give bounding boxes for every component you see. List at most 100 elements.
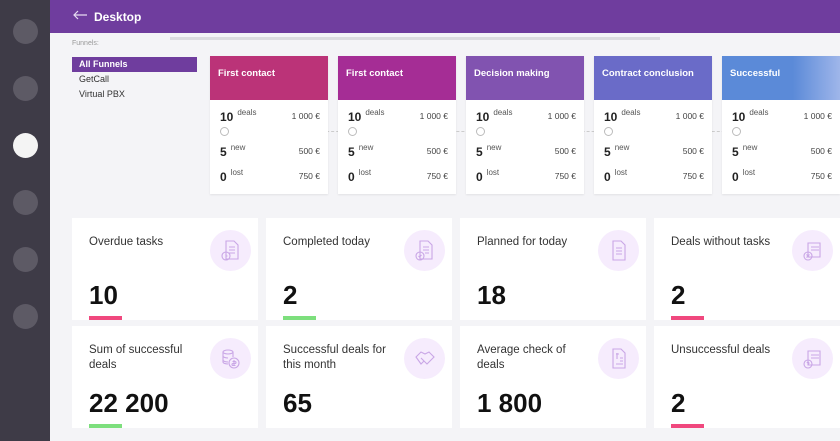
lost-count: 0 <box>732 170 739 184</box>
stat-card[interactable]: Deals without tasks 2 <box>654 218 840 320</box>
stage-new-row: 5 new 500 € <box>732 143 832 159</box>
new-label: new <box>358 143 374 152</box>
new-label: new <box>486 143 502 152</box>
stat-indicator-bar <box>89 316 122 320</box>
new-label: new <box>230 143 246 152</box>
new-amount: 500 € <box>810 146 832 156</box>
deals-amount: 1 000 € <box>675 111 704 121</box>
funnel-stage-card[interactable]: First contact 10 deals 1 000 € 5 new 500 € 0… <box>338 56 456 194</box>
sidebar <box>0 0 50 441</box>
funnel-stage-card[interactable]: Successful 10 deals 1 000 € 5 new 500 € 0 los… <box>722 56 840 194</box>
horizontal-scrollbar[interactable] <box>170 37 660 40</box>
deals-label: deals <box>237 108 257 117</box>
stat-card[interactable]: Completed today 2 <box>266 218 452 320</box>
lost-label: lost <box>742 168 756 177</box>
new-label: new <box>742 143 758 152</box>
stage-marker-circle <box>220 127 229 136</box>
stat-card[interactable]: Successful deals for this month 65 <box>266 326 452 428</box>
stage-lost-row: 0 lost 750 € <box>220 168 320 184</box>
stat-value: 10 <box>89 280 118 310</box>
deals-label: deals <box>621 108 641 117</box>
lost-count: 0 <box>348 170 355 184</box>
stat-label: Successful deals for this month <box>283 344 386 371</box>
lost-amount: 750 € <box>682 171 704 181</box>
sidebar-nav-button[interactable] <box>13 133 38 158</box>
deals-amount: 1 000 € <box>419 111 448 121</box>
stat-value: 2 <box>671 388 686 418</box>
header: Desktop <box>50 0 840 33</box>
coins-dollar-icon <box>210 338 251 379</box>
stat-label: Sum of successful deals <box>89 344 183 371</box>
handshake-icon <box>404 338 445 379</box>
new-amount: 500 € <box>298 146 320 156</box>
stat-card[interactable]: Overdue tasks 10 <box>72 218 258 320</box>
lost-amount: 750 € <box>810 171 832 181</box>
new-count: 5 <box>220 145 227 159</box>
stat-indicator-bar <box>283 316 316 320</box>
document-clock-icon <box>210 230 251 271</box>
stage-new-row: 5 new 500 € <box>476 143 576 159</box>
deals-count: 10 <box>604 110 618 124</box>
deals-count: 10 <box>220 110 234 124</box>
funnel-list: All Funnels GetCall Virtual PBX <box>72 57 197 102</box>
stat-indicator-bar <box>671 424 704 428</box>
new-amount: 500 € <box>554 146 576 156</box>
deals-amount: 1 000 € <box>547 111 576 121</box>
funnel-item-virtual-pbx[interactable]: Virtual PBX <box>79 89 125 99</box>
funnels-label: Funnels: <box>72 40 99 47</box>
funnel-item-all[interactable]: All Funnels <box>72 57 197 72</box>
document-question-icon <box>792 338 833 379</box>
new-label: new <box>614 143 630 152</box>
deals-count: 10 <box>476 110 490 124</box>
lost-count: 0 <box>476 170 483 184</box>
stat-label: Completed today <box>283 236 370 248</box>
stage-deals-row: 10 deals 1 000 € <box>348 108 448 124</box>
stat-value: 2 <box>283 280 298 310</box>
stage-new-row: 5 new 500 € <box>220 143 320 159</box>
stage-deals-row: 10 deals 1 000 € <box>732 108 832 124</box>
stage-deals-row: 10 deals 1 000 € <box>220 108 320 124</box>
lost-amount: 750 € <box>426 171 448 181</box>
document-dollar-icon <box>598 338 639 379</box>
lost-label: lost <box>486 168 500 177</box>
back-arrow-icon[interactable] <box>72 9 88 21</box>
sidebar-nav-button[interactable] <box>13 304 38 329</box>
stage-new-row: 5 new 500 € <box>604 143 704 159</box>
funnel-item-getcall[interactable]: GetCall <box>79 74 110 84</box>
stage-lost-row: 0 lost 750 € <box>604 168 704 184</box>
funnel-stage-card[interactable]: Contract conclusion 10 deals 1 000 € 5 new 5… <box>594 56 712 194</box>
sidebar-nav-button[interactable] <box>13 76 38 101</box>
stat-indicator-bar <box>89 424 122 428</box>
new-amount: 500 € <box>426 146 448 156</box>
stat-value: 65 <box>283 388 312 418</box>
deals-label: deals <box>365 108 385 117</box>
stat-card[interactable]: Sum of successful deals 22 200 <box>72 326 258 428</box>
stat-label: Planned for today <box>477 236 568 248</box>
document-check-icon <box>404 230 445 271</box>
stat-card[interactable]: Unsuccessful deals 2 <box>654 326 840 428</box>
lost-label: lost <box>230 168 244 177</box>
deals-label: deals <box>493 108 513 117</box>
new-count: 5 <box>348 145 355 159</box>
sidebar-nav-button[interactable] <box>13 247 38 272</box>
deals-count: 10 <box>732 110 746 124</box>
stat-card[interactable]: Average check of deals 1 800 <box>460 326 646 428</box>
stat-indicator-bar <box>671 316 704 320</box>
stage-title: Decision making <box>466 56 584 100</box>
stage-title: First contact <box>338 56 456 100</box>
funnel-stage-card[interactable]: Decision making 10 deals 1 000 € 5 new 500 €… <box>466 56 584 194</box>
sidebar-nav-button[interactable] <box>13 19 38 44</box>
stat-card[interactable]: Planned for today 18 <box>460 218 646 320</box>
stat-label: Deals without tasks <box>671 236 771 248</box>
stage-lost-row: 0 lost 750 € <box>732 168 832 184</box>
sidebar-nav-button[interactable] <box>13 190 38 215</box>
funnel-stage-card[interactable]: First contact 10 deals 1 000 € 5 new 500 € 0… <box>210 56 328 194</box>
lost-amount: 750 € <box>554 171 576 181</box>
stage-deals-row: 10 deals 1 000 € <box>476 108 576 124</box>
deals-count: 10 <box>348 110 362 124</box>
document-icon <box>598 230 639 271</box>
new-count: 5 <box>604 145 611 159</box>
stage-title: Contract conclusion <box>594 56 712 100</box>
new-count: 5 <box>476 145 483 159</box>
stage-new-row: 5 new 500 € <box>348 143 448 159</box>
